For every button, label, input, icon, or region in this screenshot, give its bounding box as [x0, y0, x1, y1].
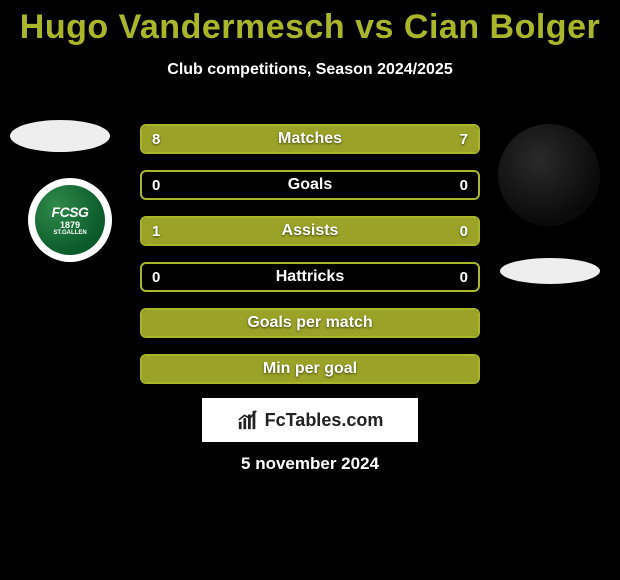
comparison-bars: 8 7 Matches 0 0 Goals 1 0 Assists 0 0 Hattricks Goal…: [140, 124, 480, 400]
stat-label: Assists: [282, 222, 339, 240]
badge-year: 1879: [60, 220, 80, 230]
stat-value-right: 0: [460, 269, 468, 286]
stat-value-left: 0: [152, 177, 160, 194]
club-badge-inner: FCSG 1879 ST.GALLEN: [35, 185, 105, 255]
badge-city: ST.GALLEN: [53, 230, 86, 236]
stat-bar-goals-per-match: Goals per match: [140, 308, 480, 338]
stat-label: Hattricks: [276, 268, 344, 286]
stat-bar-matches: 8 7 Matches: [140, 124, 480, 154]
stat-label: Goals: [288, 176, 332, 194]
stat-value-right: 7: [460, 131, 468, 148]
stat-value-right: 0: [460, 223, 468, 240]
player-right-club-placeholder: [500, 258, 600, 284]
player-right-avatar: [498, 124, 600, 226]
stat-bar-assists: 1 0 Assists: [140, 216, 480, 246]
badge-abbrev: FCSG: [52, 204, 89, 220]
player-left-avatar-placeholder: [10, 120, 110, 152]
date-label: 5 november 2024: [0, 454, 620, 474]
subtitle: Club competitions, Season 2024/2025: [0, 61, 620, 79]
stat-value-left: 0: [152, 269, 160, 286]
stat-bar-hattricks: 0 0 Hattricks: [140, 262, 480, 292]
stat-label: Min per goal: [263, 360, 357, 378]
page-title: Hugo Vandermesch vs Cian Bolger: [0, 0, 620, 47]
fctables-logo: FcTables.com: [202, 398, 418, 442]
player-left-club-badge: FCSG 1879 ST.GALLEN: [28, 178, 112, 262]
logo-text: FcTables.com: [265, 410, 384, 431]
stat-value-left: 8: [152, 131, 160, 148]
stat-bar-min-per-goal: Min per goal: [140, 354, 480, 384]
chart-icon: [237, 409, 259, 431]
stat-label: Goals per match: [247, 314, 372, 332]
stat-label: Matches: [278, 130, 342, 148]
stat-bar-goals: 0 0 Goals: [140, 170, 480, 200]
stat-value-right: 0: [460, 177, 468, 194]
stat-value-left: 1: [152, 223, 160, 240]
